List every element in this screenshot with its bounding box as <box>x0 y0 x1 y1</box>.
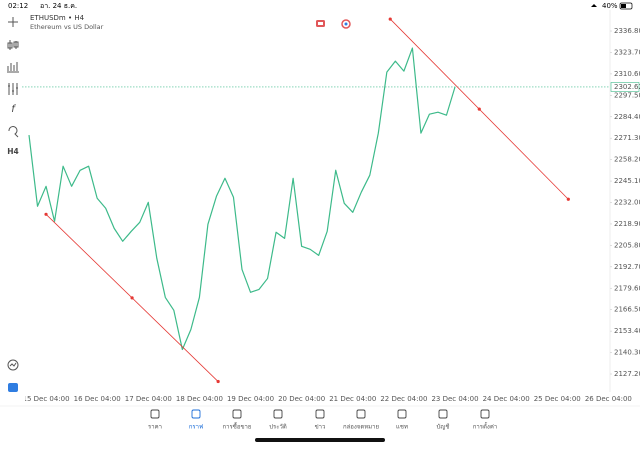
x-tick-label: 20 Dec 04:00 <box>278 395 325 403</box>
x-tick-label: 24 Dec 04:00 <box>483 395 530 403</box>
nav-icon[interactable] <box>150 409 160 419</box>
wifi-icon <box>591 4 597 7</box>
price-line <box>28 47 456 351</box>
left-toolbar <box>7 17 19 371</box>
bars-tool[interactable] <box>7 62 19 73</box>
nav-label[interactable]: กราฟ <box>189 424 203 431</box>
y-tick-label: 2166.50 <box>614 306 640 314</box>
y-tick-label: 2127.20 <box>614 370 640 378</box>
x-axis: 15 Dec 04:00 16 Dec 04:00 17 Dec 04:00 18 D… <box>23 395 632 403</box>
x-tick-label: 22 Dec 04:00 <box>380 395 427 403</box>
plot <box>22 17 610 384</box>
buy-icon-inner <box>344 22 348 26</box>
y-tick-label: 2336.80 <box>614 27 640 35</box>
trendline-handle[interactable] <box>388 17 392 21</box>
y-tick-label: 2205.80 <box>614 241 640 249</box>
x-tick-label: 17 Dec 04:00 <box>125 395 172 403</box>
status-time: 02:12 <box>8 2 28 10</box>
nav-icon[interactable] <box>438 409 448 419</box>
x-tick-label: 21 Dec 04:00 <box>329 395 376 403</box>
last-price-box <box>610 82 640 92</box>
nav-label[interactable]: บัญชี <box>437 423 450 431</box>
battery-level <box>621 4 626 8</box>
nav-icon[interactable] <box>232 409 242 419</box>
sell-icon-inner <box>318 22 323 25</box>
trendline-handle[interactable] <box>44 212 48 216</box>
nav-label[interactable]: ราคา <box>148 424 162 431</box>
y-tick-label: 2271.30 <box>614 134 640 142</box>
y-tick-label: 2179.60 <box>614 284 640 292</box>
home-indicator <box>255 438 385 442</box>
y-axis: 2336.80 2323.70 2310.60 2297.50 2284.40 2271.… <box>610 27 640 378</box>
symbol[interactable]: ETHUSDm • H4 <box>30 14 85 22</box>
nav-icon[interactable] <box>315 409 325 419</box>
search-tool[interactable] <box>7 359 19 371</box>
trendline-handle[interactable] <box>566 197 570 201</box>
buy-icon[interactable] <box>341 19 351 29</box>
x-tick-label: 18 Dec 04:00 <box>176 395 223 403</box>
y-tick-label: 2192.70 <box>614 263 640 271</box>
y-tick-label: 2284.40 <box>614 113 640 121</box>
nav-label[interactable]: ประวัติ <box>269 424 287 431</box>
objects-tool[interactable] <box>8 126 19 138</box>
y-tick-label: 2323.70 <box>614 48 640 56</box>
bottom-nav: ราคา กราฟ การซื้อขาย ประวัติ ข่าว กล่องจดหมาย… <box>148 409 497 431</box>
x-tick-label: 19 Dec 04:00 <box>227 395 274 403</box>
x-tick-label: 23 Dec 04:00 <box>431 395 478 403</box>
x-tick-label: 15 Dec 04:00 <box>23 395 70 403</box>
nav-icon[interactable] <box>191 409 201 419</box>
nav-label[interactable]: ข่าว <box>315 424 326 431</box>
function-tool[interactable]: f <box>11 104 16 115</box>
x-tick-label: 25 Dec 04:00 <box>534 395 581 403</box>
app-logo[interactable] <box>8 383 18 392</box>
nav-icon[interactable] <box>397 409 407 419</box>
y-tick-label: 2232.00 <box>614 199 640 207</box>
x-tick-label: 26 Dec 04:00 <box>585 395 632 403</box>
nav-label[interactable]: การตั้งค่า <box>473 421 497 431</box>
y-tick-label: 2153.40 <box>614 327 640 335</box>
timeframe-tool[interactable]: H4 <box>7 147 19 156</box>
y-tick-label: 2297.50 <box>614 91 640 99</box>
nav-label[interactable]: แชท <box>396 424 408 431</box>
nav-icon[interactable] <box>480 409 490 419</box>
crosshair-tool[interactable] <box>8 17 18 27</box>
nav-icon[interactable] <box>273 409 283 419</box>
battery-icon <box>619 2 633 10</box>
candles-tool[interactable] <box>7 40 19 50</box>
x-tick-label: 16 Dec 04:00 <box>74 395 121 403</box>
y-tick-label: 2258.20 <box>614 156 640 164</box>
nav-label[interactable]: กล่องจดหมาย <box>343 424 379 431</box>
y-tick-label: 2140.30 <box>614 349 640 357</box>
y-tick-label: 2245.10 <box>614 177 640 185</box>
trendline-handle[interactable] <box>216 379 220 384</box>
symbol-description: Ethereum vs US Dollar <box>30 23 104 31</box>
last-price-label: 2302.62 <box>614 83 640 91</box>
y-tick-label: 2310.60 <box>614 70 640 78</box>
status-date: อา. 24 ธ.ค. <box>40 2 77 10</box>
trendline-mid-handle[interactable] <box>477 107 481 111</box>
status-battery: 40% <box>602 2 618 10</box>
indicators-tool[interactable] <box>8 83 18 95</box>
y-tick-label: 2218.90 <box>614 220 640 228</box>
trendline-mid-handle[interactable] <box>130 296 134 300</box>
nav-icon[interactable] <box>356 409 366 419</box>
nav-label[interactable]: การซื้อขาย <box>223 421 252 431</box>
